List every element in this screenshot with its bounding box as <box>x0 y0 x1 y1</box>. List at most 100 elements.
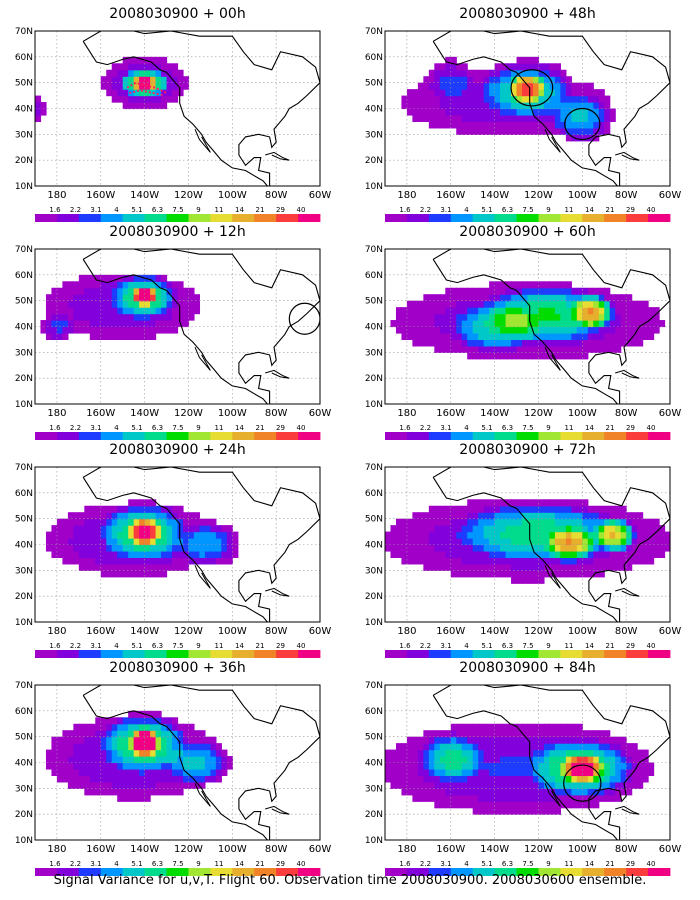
variance-cell <box>106 307 113 315</box>
variance-cell <box>95 525 102 533</box>
variance-cell <box>106 570 113 578</box>
variance-cell <box>598 127 605 135</box>
variance-cell <box>522 781 529 789</box>
variance-cell <box>511 801 518 809</box>
variance-cell <box>527 563 534 571</box>
variance-cell <box>467 287 474 295</box>
variance-cell <box>215 550 222 559</box>
variance-cell <box>128 557 135 565</box>
variance-cell <box>439 788 446 796</box>
variance-cell <box>500 538 507 546</box>
variance-cell <box>133 756 140 764</box>
variance-cell <box>434 768 441 777</box>
variance-cell <box>549 807 556 815</box>
variance-cell <box>111 531 118 539</box>
variance-cell <box>188 518 195 526</box>
variance-cell <box>472 69 479 77</box>
variance-cell <box>560 76 567 84</box>
variance-cell <box>576 762 583 770</box>
variance-cell <box>73 287 80 295</box>
variance-cell <box>67 300 74 308</box>
variance-cell <box>516 313 523 321</box>
variance-cell <box>67 281 74 289</box>
variance-cell <box>439 505 446 513</box>
variance-field <box>385 499 671 584</box>
variance-cell <box>450 326 457 334</box>
variance-cell <box>522 287 529 295</box>
variance-cell <box>505 82 512 90</box>
variance-cell <box>494 307 501 315</box>
colorbar-label: 1.6 <box>49 860 61 868</box>
variance-cell <box>565 134 572 142</box>
variance-cell <box>489 332 496 341</box>
variance-cell <box>150 717 157 725</box>
variance-cell <box>428 76 435 84</box>
colorbar-swatch <box>538 868 561 876</box>
variance-cell <box>199 749 206 757</box>
variance-cell <box>489 538 496 546</box>
variance-cell <box>150 544 157 552</box>
variance-cell <box>554 557 561 565</box>
variance-cell <box>505 723 512 731</box>
variance-cell <box>511 102 518 110</box>
variance-cell <box>587 788 594 796</box>
variance-cell <box>609 563 616 571</box>
variance-cell <box>461 544 468 552</box>
variance-cell <box>439 300 446 308</box>
variance-cell <box>210 557 217 565</box>
variance-cell <box>172 525 179 533</box>
variance-cell <box>412 525 419 533</box>
variance-cell <box>89 550 96 559</box>
variance-cell <box>549 563 556 571</box>
variance-cell <box>653 326 660 334</box>
variance-cell <box>461 63 468 71</box>
variance-cell <box>172 63 179 71</box>
colorbar-swatch <box>232 650 255 658</box>
variance-cell <box>177 781 184 789</box>
variance-cell <box>445 69 452 77</box>
variance-cell <box>155 550 162 559</box>
variance-cell <box>615 781 622 789</box>
variance-cell <box>472 723 479 731</box>
variance-cell <box>615 320 622 328</box>
variance-cell <box>642 525 649 533</box>
panel-title: 2008030900 + 36h <box>109 660 246 676</box>
variance-cell <box>631 749 638 757</box>
variance-cell <box>139 512 146 520</box>
variance-cell <box>500 775 507 783</box>
colorbar-swatch <box>582 650 605 658</box>
variance-cell <box>516 762 523 770</box>
variance-cell <box>571 723 578 731</box>
lon-tick-label: 100W <box>218 190 247 201</box>
variance-cell <box>395 518 403 526</box>
variance-cell <box>456 762 463 770</box>
variance-cell <box>505 281 512 289</box>
variance-cell <box>199 518 206 526</box>
variance-cell <box>412 320 419 328</box>
variance-cell <box>522 576 529 584</box>
variance-cell <box>549 723 556 731</box>
variance-cell <box>549 287 556 295</box>
variance-cell <box>565 89 572 97</box>
variance-cell <box>543 345 551 353</box>
variance-cell <box>516 794 523 802</box>
colorbar-swatch <box>254 650 277 658</box>
variance-cell <box>549 108 556 116</box>
variance-cell <box>390 768 397 777</box>
variance-cell <box>538 531 545 539</box>
variance-cell <box>467 499 474 507</box>
variance-cell <box>582 134 589 142</box>
variance-cell <box>620 788 627 796</box>
variance-cell <box>111 756 118 764</box>
variance-cell <box>532 89 540 97</box>
variance-cell <box>560 114 567 123</box>
variance-cell <box>106 320 113 328</box>
variance-cell <box>554 538 561 546</box>
variance-cell <box>428 544 435 552</box>
map-panel: 2008030900 + 00h 10N 20N 30N 40N 50N 60N 70N 180… <box>5 6 345 228</box>
variance-cell <box>500 570 507 578</box>
variance-cell <box>576 749 583 757</box>
variance-cell <box>549 512 556 520</box>
variance-cell <box>604 557 611 565</box>
variance-cell <box>450 300 457 308</box>
